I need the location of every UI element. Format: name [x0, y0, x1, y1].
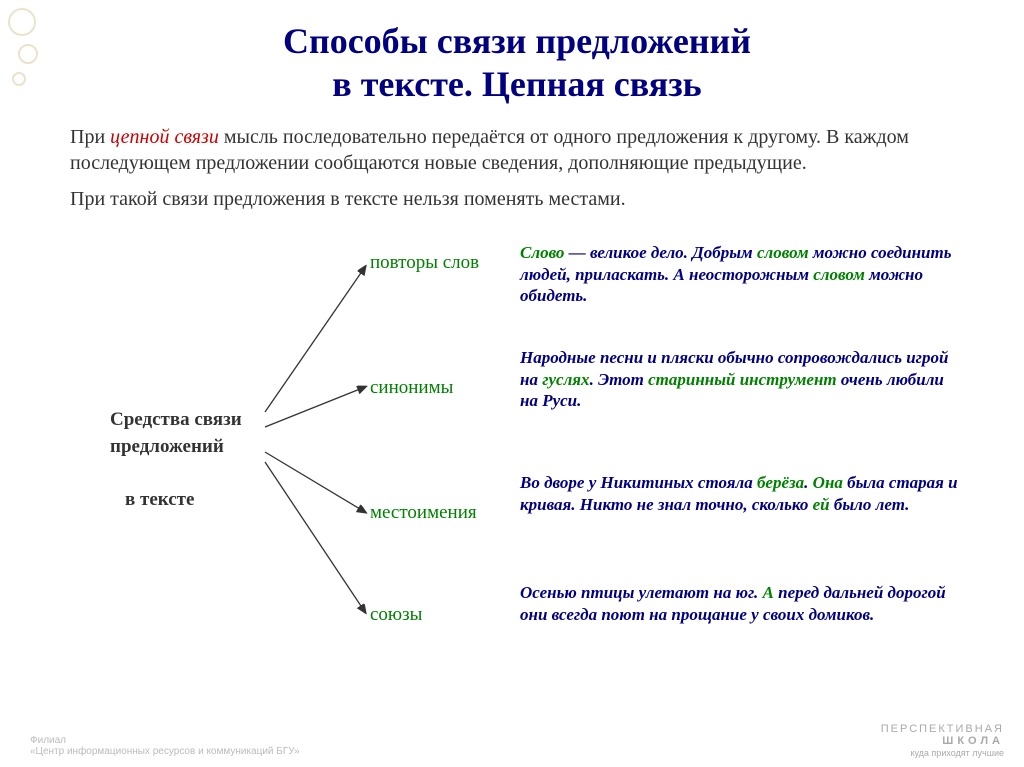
- footer-left: Филиал «Центр информационных ресурсов и …: [30, 735, 300, 757]
- example-4: Осенью птицы улетают на юг. А перед даль…: [520, 582, 960, 625]
- term-repeats: повторы слов: [370, 252, 479, 274]
- example-3: Во дворе у Никитиных стояла берёза. Она …: [520, 472, 960, 515]
- term-unions: союзы: [370, 604, 422, 626]
- term-pronouns: местоимения: [370, 502, 477, 524]
- diagram: Средства связи предложений в тексте повт…: [70, 232, 964, 672]
- slide-title: Способы связи предложений в тексте. Цепн…: [70, 20, 964, 106]
- paragraph-1: При цепной связи мысль последовательно п…: [70, 124, 964, 176]
- footer-right: ПЕРСПЕКТИВНАЯ ШКОЛА куда приходят лучшие: [881, 723, 1004, 759]
- decorative-circles: [8, 8, 53, 94]
- example-1: Слово — великое дело. Добрым словом можн…: [520, 242, 960, 306]
- paragraph-2: При такой связи предложения в тексте нел…: [70, 186, 964, 212]
- means-label: Средства связи предложений в тексте: [110, 407, 242, 513]
- example-2: Народные песни и пляски обычно сопровожд…: [520, 347, 960, 411]
- term-chain-link: цепной связи: [110, 126, 219, 148]
- term-synonyms: синонимы: [370, 377, 453, 399]
